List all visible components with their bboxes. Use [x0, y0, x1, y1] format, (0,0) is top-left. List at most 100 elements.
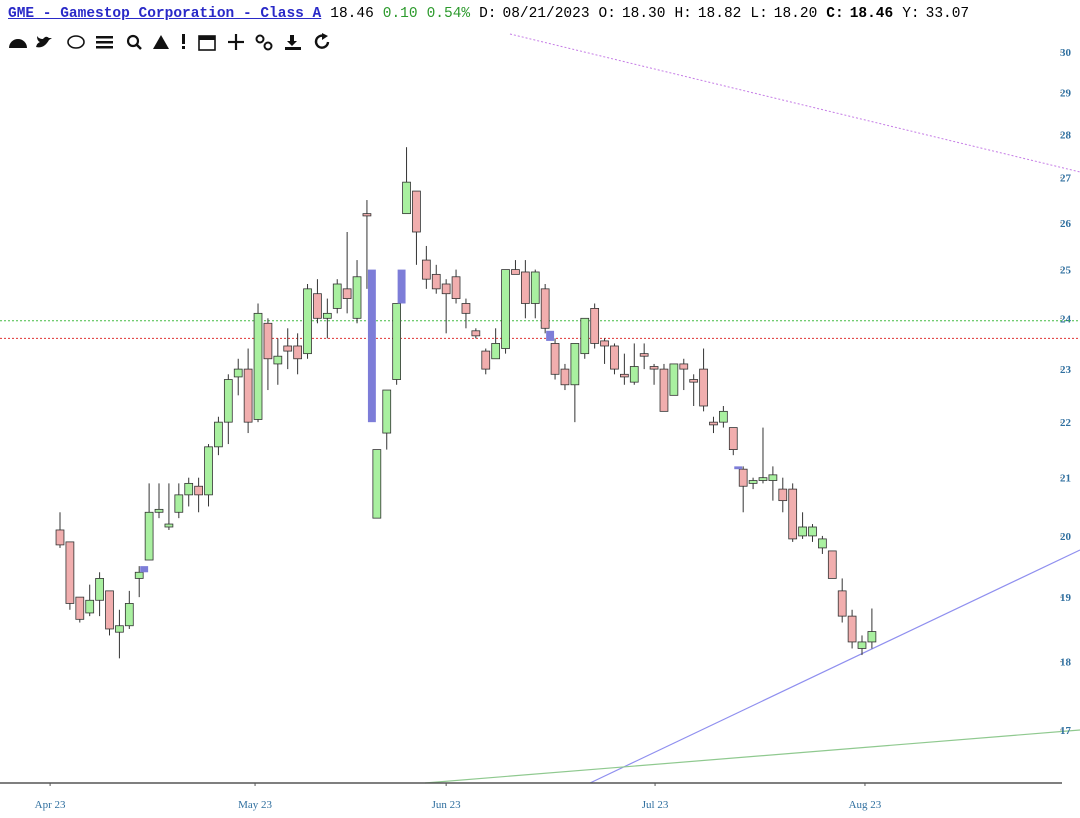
- field-label: D:: [479, 6, 497, 22]
- candle-body: [372, 449, 382, 519]
- dashboard-icon[interactable]: [9, 38, 27, 48]
- candle-body: [273, 355, 283, 365]
- move-icon[interactable]: [228, 34, 244, 50]
- y-tick-label: 27: [1060, 173, 1072, 185]
- y-tick-label: 29: [1060, 87, 1072, 99]
- candle-body: [808, 526, 817, 537]
- candle-body: [580, 317, 590, 355]
- y-tick-label: 21: [1060, 473, 1071, 485]
- list-icon[interactable]: [96, 36, 113, 49]
- candle-body: [223, 379, 233, 423]
- field-value: 08/21/2023: [502, 6, 590, 22]
- field-label: L:: [750, 6, 768, 22]
- candle-body: [788, 488, 798, 540]
- symbol-title[interactable]: GME - Gamestop Corporation - Class A: [8, 6, 322, 22]
- alert-icon[interactable]: [182, 34, 185, 49]
- candle-body: [253, 312, 263, 420]
- candle-body: [134, 571, 144, 579]
- twitter-icon[interactable]: [36, 36, 52, 48]
- field-value: 18.46: [849, 6, 894, 22]
- trendline: [509, 33, 1080, 173]
- x-tick-label: Jul 23: [642, 799, 669, 811]
- candle-body: [233, 368, 243, 378]
- candle-body: [847, 615, 857, 643]
- candle-body: [837, 590, 847, 617]
- candle-body: [639, 353, 649, 357]
- y-tick-label: 23: [1060, 364, 1072, 376]
- field-label: H:: [674, 6, 692, 22]
- candle-body: [719, 410, 728, 423]
- y-tick-label: 24: [1060, 313, 1072, 325]
- candle-body: [570, 343, 580, 386]
- candle-body: [352, 276, 362, 319]
- candle-body: [184, 482, 194, 496]
- candle-body: [154, 508, 164, 513]
- candle-body: [669, 363, 679, 396]
- download-icon[interactable]: [285, 35, 301, 50]
- candle-body: [728, 427, 738, 450]
- candle-body: [412, 190, 421, 233]
- y-tick-label: 25: [1060, 265, 1072, 277]
- candle-body: [748, 480, 758, 484]
- candle-body: [124, 603, 134, 627]
- gap: [546, 330, 555, 341]
- candle-body: [461, 303, 471, 314]
- candle-body: [867, 631, 877, 643]
- candle-body: [778, 488, 788, 502]
- candle-body: [214, 421, 223, 448]
- y-tick-label: 22: [1060, 417, 1072, 429]
- field-value: 18.82: [697, 6, 742, 22]
- candle-body: [600, 340, 609, 347]
- field-label: C:: [826, 6, 844, 22]
- candle-body: [421, 259, 431, 280]
- candle-body: [402, 181, 411, 215]
- candle-body: [115, 625, 124, 633]
- field-value: 18.20: [773, 6, 818, 22]
- price: 18.46: [330, 6, 374, 22]
- candle-body: [758, 477, 768, 481]
- field-label: Y:: [902, 6, 920, 22]
- candle-body: [610, 345, 619, 370]
- candle-body: [362, 213, 372, 217]
- toolbar: [9, 33, 330, 51]
- x-tick-label: Apr 23: [35, 799, 66, 811]
- y-tick-label: 19: [1060, 592, 1072, 604]
- candle-body: [768, 474, 778, 481]
- candle-body: [303, 288, 312, 355]
- candle-body: [293, 345, 302, 360]
- field-label: O:: [598, 6, 616, 22]
- candle-body: [679, 363, 689, 370]
- gap: [734, 466, 743, 470]
- candle-body: [451, 276, 461, 299]
- candle-body: [649, 366, 659, 370]
- change-pct: 0.54%: [426, 6, 471, 22]
- candle-body: [689, 379, 699, 383]
- candle-body: [818, 538, 827, 549]
- calendar-icon[interactable]: [198, 35, 216, 51]
- candle-body: [144, 511, 154, 561]
- y-tick-label: 17: [1060, 725, 1072, 737]
- candle-body: [550, 343, 560, 375]
- candle-body: [332, 283, 342, 309]
- fields: D: 08/21/2023 O: 18.30 H: 18.82 L: 18.20 C: 18.46…: [479, 6, 969, 22]
- link-icon[interactable]: [255, 34, 273, 51]
- candle-body: [798, 526, 807, 537]
- search-icon[interactable]: [126, 34, 142, 50]
- field-value: 33.07: [925, 6, 970, 22]
- candle-body: [857, 641, 867, 649]
- candle-body: [501, 269, 510, 349]
- candle-body: [481, 350, 491, 370]
- field-value: 18.30: [621, 6, 666, 22]
- y-tick-label: 18: [1060, 657, 1072, 669]
- comment-icon[interactable]: [67, 35, 85, 49]
- header: GME - Gamestop Corporation - Class A 18.…: [8, 6, 969, 22]
- triangle-icon[interactable]: [153, 35, 169, 49]
- candle-body: [699, 368, 708, 407]
- candle-body: [75, 596, 85, 620]
- candle-body: [659, 368, 669, 412]
- candle-body: [520, 271, 530, 304]
- x-tick-label: Aug 23: [849, 799, 882, 811]
- refresh-icon[interactable]: [314, 33, 330, 49]
